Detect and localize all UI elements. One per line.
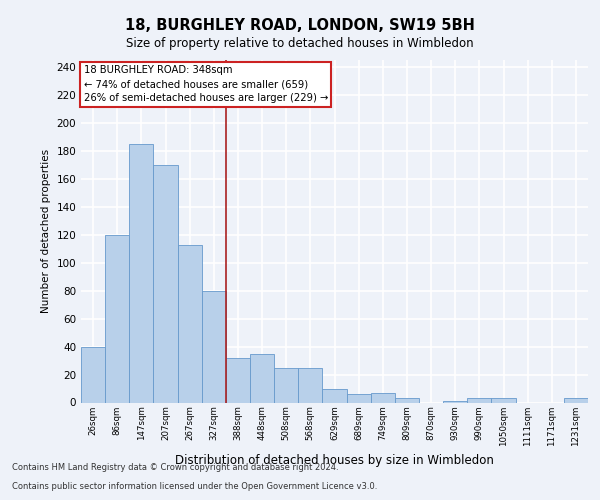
- Bar: [347, 394, 371, 402]
- Text: Contains public sector information licensed under the Open Government Licence v3: Contains public sector information licen…: [12, 482, 377, 491]
- Bar: [226, 358, 250, 403]
- Bar: [250, 354, 274, 403]
- Bar: [491, 398, 515, 402]
- X-axis label: Distribution of detached houses by size in Wimbledon: Distribution of detached houses by size …: [175, 454, 494, 467]
- Bar: [395, 398, 419, 402]
- Bar: [467, 398, 491, 402]
- Bar: [298, 368, 322, 402]
- Bar: [443, 401, 467, 402]
- Text: Size of property relative to detached houses in Wimbledon: Size of property relative to detached ho…: [126, 38, 474, 51]
- Bar: [81, 346, 105, 403]
- Bar: [322, 388, 347, 402]
- Text: Contains HM Land Registry data © Crown copyright and database right 2024.: Contains HM Land Registry data © Crown c…: [12, 464, 338, 472]
- Bar: [105, 234, 129, 402]
- Bar: [129, 144, 154, 403]
- Text: 18, BURGHLEY ROAD, LONDON, SW19 5BH: 18, BURGHLEY ROAD, LONDON, SW19 5BH: [125, 18, 475, 32]
- Bar: [154, 165, 178, 402]
- Y-axis label: Number of detached properties: Number of detached properties: [41, 149, 51, 314]
- Bar: [274, 368, 298, 402]
- Bar: [371, 392, 395, 402]
- Text: 18 BURGHLEY ROAD: 348sqm
← 74% of detached houses are smaller (659)
26% of semi-: 18 BURGHLEY ROAD: 348sqm ← 74% of detach…: [83, 65, 328, 103]
- Bar: [202, 290, 226, 403]
- Bar: [564, 398, 588, 402]
- Bar: [178, 244, 202, 402]
